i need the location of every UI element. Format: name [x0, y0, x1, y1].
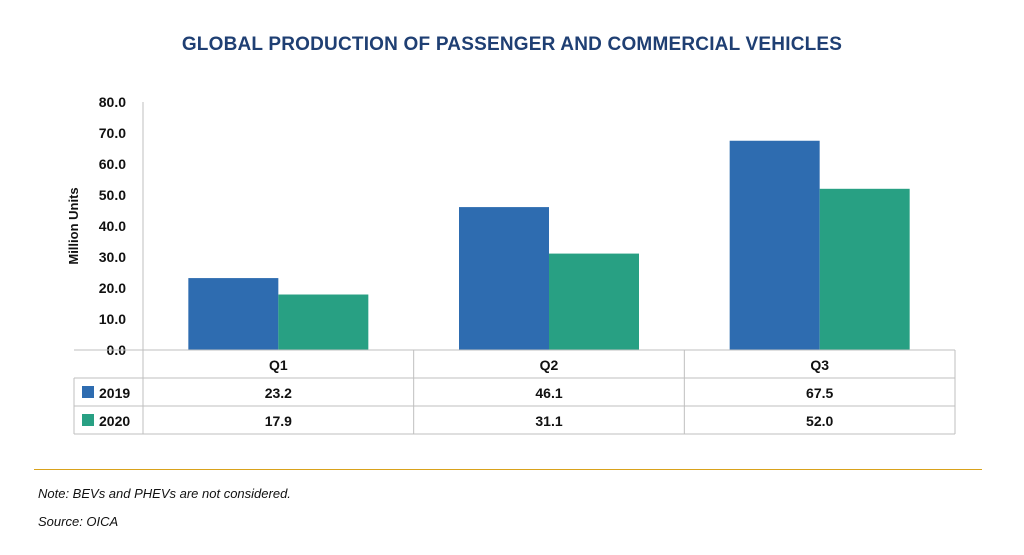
x-category-label: Q1 [269, 357, 288, 373]
legend-swatch-2020 [82, 414, 94, 426]
y-tick-label: 60.0 [99, 156, 126, 172]
bar-2019-Q3 [729, 140, 820, 350]
bar-2020-Q1 [278, 294, 369, 350]
bar-2019-Q1 [188, 278, 279, 350]
table-value-cell: 46.1 [535, 385, 562, 401]
legend-swatch-2019 [82, 386, 94, 398]
table-value-cell: 31.1 [535, 413, 562, 429]
x-category-label: Q2 [540, 357, 559, 373]
bar-2020-Q3 [819, 188, 910, 350]
y-tick-label: 20.0 [99, 280, 126, 296]
bar-2020-Q2 [549, 253, 639, 350]
y-tick-label: 30.0 [99, 249, 126, 265]
source-note: Source: OICA [38, 514, 119, 529]
y-tick-label: 50.0 [99, 187, 126, 203]
y-tick-label: 70.0 [99, 125, 126, 141]
table-value-cell: 67.5 [806, 385, 833, 401]
y-tick-label: 40.0 [99, 218, 126, 234]
table-value-cell: 17.9 [265, 413, 292, 429]
y-tick-label: 80.0 [99, 94, 126, 110]
table-value-cell: 52.0 [806, 413, 833, 429]
y-tick-label: 10.0 [99, 311, 126, 327]
table-value-cell: 23.2 [265, 385, 292, 401]
footer-divider [34, 469, 982, 470]
bar-chart: 0.010.020.030.040.050.060.070.080.0Milli… [66, 94, 956, 435]
y-axis-label: Million Units [66, 187, 81, 264]
bar-2019-Q2 [459, 207, 549, 350]
x-category-label: Q3 [810, 357, 829, 373]
legend-label: 2019 [99, 385, 130, 401]
legend-label: 2020 [99, 413, 130, 429]
chart-title: GLOBAL PRODUCTION OF PASSENGER AND COMME… [181, 34, 843, 55]
footnote: Note: BEVs and PHEVs are not considered. [38, 486, 291, 501]
